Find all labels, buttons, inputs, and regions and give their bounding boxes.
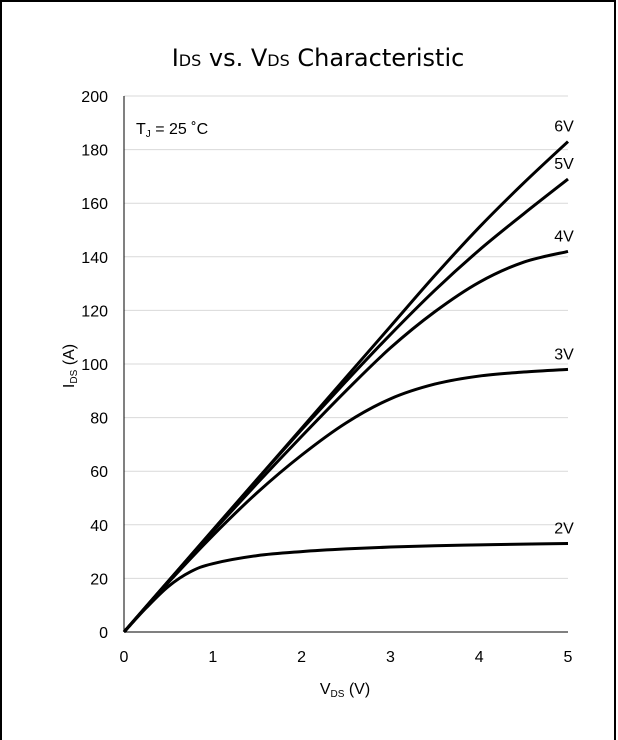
- series-label-2V: 2V: [554, 521, 574, 538]
- y-tick-label: 60: [90, 464, 108, 481]
- series-label-5V: 5V: [554, 156, 574, 173]
- x-axis-label: VDS (V): [320, 681, 370, 700]
- series-line-2V: [122, 542, 569, 634]
- series-line-6V: [122, 140, 570, 633]
- y-tick-label: 20: [90, 571, 108, 588]
- series-label-6V: 6V: [554, 119, 574, 136]
- y-tick-label: 200: [81, 89, 108, 106]
- y-axis-label: IDS (A): [61, 344, 80, 388]
- x-tick-label: 5: [564, 649, 573, 666]
- y-tick-label: 140: [81, 250, 108, 267]
- x-tick-label: 3: [386, 649, 395, 666]
- y-tick-label: 100: [81, 357, 108, 374]
- axes: [123, 96, 568, 633]
- series-label-3V: 3V: [554, 346, 574, 363]
- x-tick-label: 1: [208, 649, 217, 666]
- y-tick-labels: 0 20 40 60 80 100 120 140 160 180 200: [81, 89, 108, 642]
- series-lines: [122, 140, 570, 634]
- y-tick-label: 40: [90, 518, 108, 535]
- grid-lines: [124, 95, 568, 579]
- series-labels: 2V 3V 4V 5V 6V: [554, 119, 574, 538]
- y-tick-label: 120: [81, 303, 108, 320]
- series-line-4V: [122, 249, 569, 633]
- series-line-5V: [122, 177, 569, 633]
- y-tick-label: 160: [81, 196, 108, 213]
- chart-title: IDS vs. VDS Characteristic: [172, 44, 465, 72]
- x-tick-labels: 0 1 2 3 4 5: [120, 649, 573, 666]
- y-tick-label: 80: [90, 411, 108, 428]
- temperature-annotation: TJ = 25 ˚C: [136, 121, 208, 140]
- series-label-4V: 4V: [554, 228, 574, 245]
- x-tick-label: 4: [475, 649, 484, 666]
- x-tick-label: 0: [120, 649, 129, 666]
- series-line-3V: [122, 367, 569, 634]
- y-tick-label: 180: [81, 143, 108, 160]
- x-tick-label: 2: [297, 649, 306, 666]
- y-tick-label: 0: [99, 625, 108, 642]
